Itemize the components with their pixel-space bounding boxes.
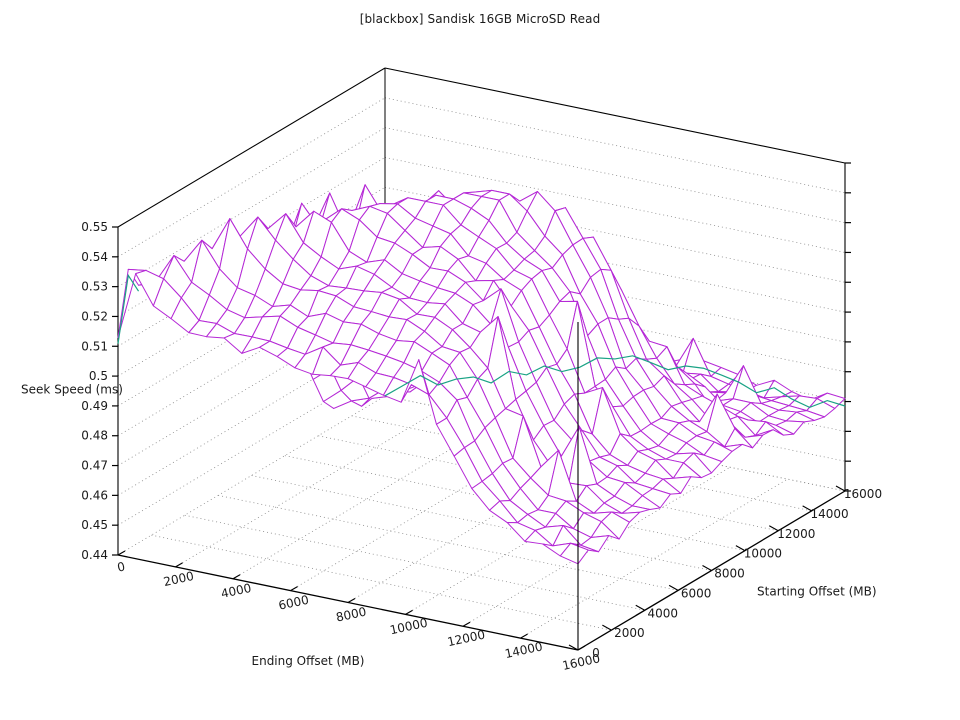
y-tick-mark bbox=[668, 584, 679, 591]
page-title: [blackbox] Sandisk 16GB MicroSD Read bbox=[359, 12, 601, 26]
floor-gridline-y bbox=[151, 534, 612, 631]
z-tick-label: 0.53 bbox=[81, 280, 108, 294]
y-axis-title: Starting Offset (MB) bbox=[757, 584, 877, 598]
x-tick-mark bbox=[520, 633, 528, 639]
z-tick-label: 0.55 bbox=[81, 220, 108, 234]
z-tick-label: 0.5 bbox=[89, 369, 108, 383]
y-tick-mark bbox=[735, 545, 746, 552]
z-tick-label: 0.48 bbox=[81, 429, 108, 443]
z-tick-label: 0.49 bbox=[81, 399, 108, 413]
x-axis-title: Ending Offset (MB) bbox=[252, 654, 365, 668]
x-tick-mark bbox=[232, 574, 241, 580]
y-tick-label: 4000 bbox=[648, 606, 679, 620]
contour-line-min bbox=[384, 355, 846, 409]
z-gridline-wall-right bbox=[384, 97, 846, 194]
x-tick-mark bbox=[462, 621, 471, 627]
y-tick-label: 2000 bbox=[614, 626, 645, 640]
x-tick-mark bbox=[577, 645, 586, 651]
y-tick-label: 6000 bbox=[681, 586, 712, 600]
x-tick-label: 8000 bbox=[335, 605, 368, 625]
y-tick-label: 12000 bbox=[777, 527, 815, 541]
x-tick-label: 12000 bbox=[446, 628, 486, 650]
y-tick-label: 8000 bbox=[714, 567, 745, 581]
surface-quad bbox=[682, 337, 712, 377]
z-tick-label: 0.52 bbox=[81, 310, 108, 324]
x-tick-label: 4000 bbox=[220, 581, 253, 601]
contour-line-edge bbox=[117, 273, 140, 344]
surface-quad bbox=[732, 365, 762, 404]
z-tick-label: 0.54 bbox=[81, 250, 108, 264]
y-tick-mark bbox=[835, 485, 846, 492]
y-tick-mark bbox=[602, 624, 612, 631]
x-tick-label: 10000 bbox=[389, 616, 429, 638]
z-tick-label: 0.47 bbox=[81, 459, 108, 473]
z-tick-label: 0.45 bbox=[81, 518, 108, 532]
floor-gridline-x bbox=[175, 407, 443, 568]
x-tick-mark bbox=[347, 598, 356, 603]
z-tick-label: 0.44 bbox=[81, 548, 108, 562]
x-tick-mark bbox=[117, 550, 126, 556]
x-tick-mark bbox=[175, 562, 183, 568]
y-tick-mark bbox=[702, 565, 712, 571]
y-tick-mark bbox=[768, 525, 779, 532]
x-tick-mark bbox=[405, 609, 413, 615]
y-tick-label: 0 bbox=[592, 646, 600, 660]
x-tick-mark bbox=[290, 586, 298, 592]
x-tick-label: 6000 bbox=[277, 593, 310, 613]
x-tick-label: 2000 bbox=[162, 569, 195, 589]
x-tick-label: 14000 bbox=[504, 639, 544, 661]
y-tick-label: 14000 bbox=[811, 507, 849, 521]
y-tick-mark bbox=[802, 505, 812, 512]
x-tick-label: 0 bbox=[116, 559, 126, 574]
box-top-edge-left bbox=[117, 67, 386, 228]
y-tick-label: 16000 bbox=[844, 487, 882, 501]
y-tick-mark bbox=[568, 644, 579, 651]
box-top-edge-right bbox=[384, 67, 846, 164]
z-tick-label: 0.51 bbox=[81, 339, 108, 353]
surface-mesh bbox=[117, 184, 846, 565]
y-tick-label: 10000 bbox=[744, 547, 782, 561]
z-tick-label: 0.46 bbox=[81, 488, 108, 502]
y-tick-mark bbox=[635, 604, 646, 611]
z-axis-title: Seek Speed (ms) bbox=[21, 383, 123, 397]
